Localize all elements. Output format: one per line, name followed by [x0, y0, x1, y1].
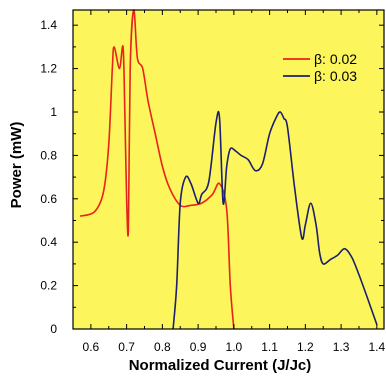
series-line-1	[79, 9, 235, 330]
series-layer	[79, 9, 378, 330]
y-tick-label: 0	[50, 322, 57, 336]
y-tick-label: 1	[50, 105, 57, 119]
y-tick-label: 0.6	[40, 192, 57, 206]
legend: β: 0.02β: 0.03	[283, 51, 357, 84]
y-tick-label: 0.2	[40, 279, 57, 293]
x-tick-label: 1.3	[333, 340, 350, 354]
y-axis-label: Power (mW)	[8, 122, 25, 209]
y-tick-label: 0.8	[40, 148, 57, 162]
y-tick-label: 0.4	[40, 235, 57, 249]
x-axis: 0.6 0.7 0.8 0.9 1.0 1.1 1.2 1.3 1.4	[72, 10, 386, 354]
x-tick-label: 1.4	[369, 340, 386, 354]
x-tick-label: 1.0	[226, 340, 243, 354]
x-tick-label: 0.9	[190, 340, 207, 354]
x-tick-label: 0.8	[154, 340, 171, 354]
x-tick-label: 0.6	[83, 340, 100, 354]
legend-label-2: β: 0.03	[314, 68, 357, 84]
x-tick-label: 0.7	[118, 340, 135, 354]
plot-background	[73, 10, 384, 329]
y-tick-label: 1.2	[40, 62, 57, 76]
x-tick-label: 1.2	[297, 340, 314, 354]
y-axis: 0 0.2 0.4 0.6 0.8 1 1.2 1.4	[40, 18, 384, 336]
x-axis-label: Normalized Current (J/Jc)	[129, 357, 312, 374]
y-tick-label: 1.4	[40, 18, 57, 32]
series-line-2	[172, 110, 378, 330]
legend-label-1: β: 0.02	[314, 51, 357, 67]
x-tick-label: 1.1	[261, 340, 278, 354]
plot-frame	[72, 9, 385, 330]
